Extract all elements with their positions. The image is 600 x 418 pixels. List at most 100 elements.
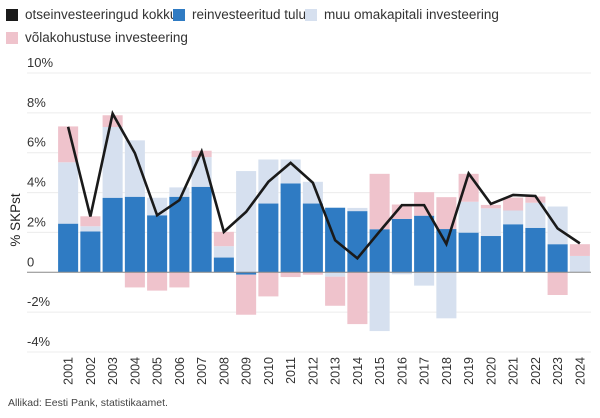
legend-item-debt: võlakohustuse investeering bbox=[6, 30, 188, 45]
y-tick-label: 8% bbox=[27, 95, 46, 110]
bar-reinvested bbox=[169, 196, 190, 273]
bar-reinvested bbox=[547, 244, 568, 273]
bar-reinvested bbox=[124, 196, 145, 273]
bar-other-equity bbox=[547, 206, 568, 245]
bar-debt bbox=[503, 197, 524, 211]
y-tick-label: 10% bbox=[27, 55, 53, 70]
bar-debt bbox=[525, 196, 546, 203]
legend-swatch-other-equity bbox=[305, 8, 317, 21]
x-tick-label: 2002 bbox=[84, 357, 98, 385]
x-tick-label: 2008 bbox=[217, 357, 231, 385]
x-tick-label: 2021 bbox=[507, 357, 521, 385]
bar-reinvested bbox=[213, 257, 234, 273]
x-tick-label: 2006 bbox=[173, 357, 187, 385]
y-axis-title: % SKPst bbox=[8, 193, 23, 247]
bar-reinvested bbox=[480, 236, 501, 273]
x-tick-label: 2007 bbox=[195, 357, 209, 385]
legend-label-total: otseinvesteeringud kokku bbox=[25, 7, 178, 22]
bar-reinvested bbox=[458, 232, 479, 273]
total-line bbox=[66, 110, 581, 261]
x-tick-label: 2019 bbox=[462, 357, 476, 385]
x-tick-label: 2010 bbox=[262, 357, 276, 385]
bar-other-equity bbox=[325, 272, 346, 277]
bar-reinvested bbox=[191, 186, 212, 273]
y-tick-label: -2% bbox=[27, 294, 51, 309]
bar-reinvested bbox=[391, 218, 412, 273]
bar-other-equity bbox=[458, 201, 479, 233]
x-tick-label: 2013 bbox=[329, 357, 343, 385]
bar-reinvested bbox=[347, 211, 368, 273]
y-tick-label: 2% bbox=[27, 214, 46, 229]
bar-other-equity bbox=[58, 162, 79, 224]
bar-debt bbox=[569, 244, 590, 256]
x-tick-label: 2022 bbox=[529, 357, 543, 385]
x-tick-label: 2009 bbox=[240, 357, 254, 385]
bar-debt bbox=[169, 272, 190, 288]
x-tick-label: 2016 bbox=[395, 357, 409, 385]
bar-reinvested bbox=[258, 203, 279, 273]
source-footer: Allikad: Eesti Pank, statistikaamet. bbox=[8, 397, 168, 409]
bar-debt bbox=[124, 272, 145, 288]
bar-other-equity bbox=[525, 202, 546, 228]
legend-swatch-reinvested bbox=[173, 8, 185, 21]
bar-other-equity bbox=[569, 255, 590, 273]
legend-item-other-equity: muu omakapitali investeering bbox=[305, 7, 499, 22]
bar-other-equity bbox=[80, 226, 101, 232]
bar-debt bbox=[258, 272, 279, 297]
bar-other-equity bbox=[213, 246, 234, 258]
bar-debt bbox=[325, 276, 346, 306]
x-tick-label: 2017 bbox=[418, 357, 432, 385]
bar-debt bbox=[102, 115, 123, 128]
y-tick-label: 6% bbox=[27, 135, 46, 150]
legend-item-reinvested: reinvesteeritud tulu bbox=[173, 7, 306, 22]
bar-reinvested bbox=[302, 203, 323, 273]
x-tick-label: 2001 bbox=[62, 357, 76, 385]
bar-debt bbox=[547, 272, 568, 296]
bar-debt bbox=[480, 204, 501, 209]
bar-debt bbox=[147, 272, 168, 291]
x-tick-label: 2018 bbox=[440, 357, 454, 385]
total-line-layer bbox=[66, 110, 581, 261]
bar-debt bbox=[236, 274, 257, 315]
y-tick-label: 4% bbox=[27, 175, 46, 190]
x-tick-labels: 2001 2002 2003 2004 2005 2006 2007 2008 2009 2010… bbox=[62, 357, 588, 385]
bar-debt bbox=[302, 272, 323, 275]
bar-other-equity bbox=[191, 157, 212, 187]
bar-debt bbox=[347, 272, 368, 325]
x-tick-label: 2014 bbox=[351, 357, 365, 385]
bar-other-equity bbox=[102, 127, 123, 198]
bar-reinvested bbox=[414, 215, 435, 273]
legend-label-other-equity: muu omakapitali investeering bbox=[324, 7, 499, 22]
bar-reinvested bbox=[369, 229, 390, 273]
bar-other-equity bbox=[391, 272, 412, 275]
bar-reinvested bbox=[280, 183, 301, 273]
legend-swatch-debt bbox=[6, 31, 18, 44]
x-tick-label: 2005 bbox=[151, 357, 165, 385]
bar-other-equity bbox=[436, 272, 457, 319]
x-tick-label: 2023 bbox=[551, 357, 565, 385]
legend-label-debt: võlakohustuse investeering bbox=[25, 30, 188, 45]
bar-other-equity bbox=[236, 171, 257, 273]
x-tick-label: 2003 bbox=[106, 357, 120, 385]
x-tick-label: 2015 bbox=[373, 357, 387, 385]
y-tick-labels: -4% -2% 0 2% 4% 6% 8% 10% bbox=[27, 55, 53, 349]
bar-other-equity bbox=[503, 210, 524, 225]
x-tick-label: 2011 bbox=[284, 357, 298, 384]
x-tick-label: 2024 bbox=[573, 357, 587, 385]
bar-debt bbox=[436, 197, 457, 230]
bar-other-equity bbox=[414, 272, 435, 286]
x-tick-label: 2012 bbox=[306, 357, 320, 385]
bar-other-equity bbox=[347, 207, 368, 212]
bar-reinvested bbox=[525, 227, 546, 273]
bar-debt bbox=[58, 126, 79, 163]
bar-other-equity bbox=[169, 187, 190, 197]
bar-other-equity bbox=[480, 208, 501, 237]
bars bbox=[58, 115, 590, 332]
bar-debt bbox=[369, 173, 390, 230]
legend-item-total: otseinvesteeringud kokku bbox=[6, 7, 177, 22]
bar-other-equity bbox=[369, 272, 390, 332]
y-tick-label: 0 bbox=[27, 254, 34, 269]
bar-reinvested bbox=[436, 229, 457, 273]
bar-reinvested bbox=[80, 231, 101, 273]
